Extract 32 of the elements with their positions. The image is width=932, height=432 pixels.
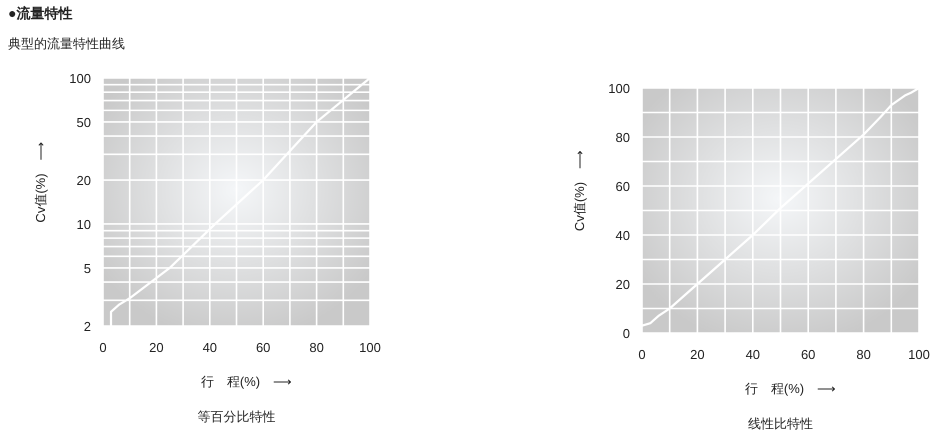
x-tick-label: 80 xyxy=(309,340,324,355)
y-axis-title: Cv值(%) ⟶ xyxy=(572,150,587,232)
y-tick-label: 10 xyxy=(76,216,91,232)
x-tick-label: 40 xyxy=(746,347,760,362)
y-tick-label: 100 xyxy=(69,71,91,86)
text: 线性比特性 xyxy=(748,416,813,431)
x-axis-title: 行 程(%) ⟶ xyxy=(744,381,836,396)
chart-title: ●流量特性 xyxy=(8,5,72,21)
y-tick-label: 100 xyxy=(608,81,630,96)
x-tick-label: 100 xyxy=(908,347,930,362)
x-tick-label: 60 xyxy=(800,347,816,362)
text: 等百分比特性 xyxy=(198,409,276,424)
chart-subtitle: 典型的流量特性曲线 xyxy=(8,36,125,51)
x-tick-label: 40 xyxy=(202,340,218,355)
y-tick-label: 20 xyxy=(76,173,91,188)
x-tick-label: 0 xyxy=(638,347,646,362)
x-tick-label: 20 xyxy=(690,347,705,362)
x-tick-label: 20 xyxy=(149,340,164,355)
x-tick-label: 100 xyxy=(359,340,381,355)
y-axis-title: Cv值(%) ⟶ xyxy=(33,141,48,223)
x-axis-title: 行 程(%) ⟶ xyxy=(200,374,292,389)
y-tick-label: 80 xyxy=(616,130,630,145)
y-tick-label: 40 xyxy=(616,228,630,243)
y-tick-label: 5 xyxy=(84,260,91,276)
y-tick-label: 0 xyxy=(622,326,630,341)
x-tick-label: 0 xyxy=(99,340,107,355)
x-tick-label: 80 xyxy=(856,347,871,362)
y-tick-label: 2 xyxy=(84,319,91,334)
y-tick-label: 20 xyxy=(616,277,630,292)
y-tick-label: 60 xyxy=(616,179,630,194)
x-tick-label: 60 xyxy=(256,340,270,355)
y-tick-label: 50 xyxy=(76,114,91,130)
